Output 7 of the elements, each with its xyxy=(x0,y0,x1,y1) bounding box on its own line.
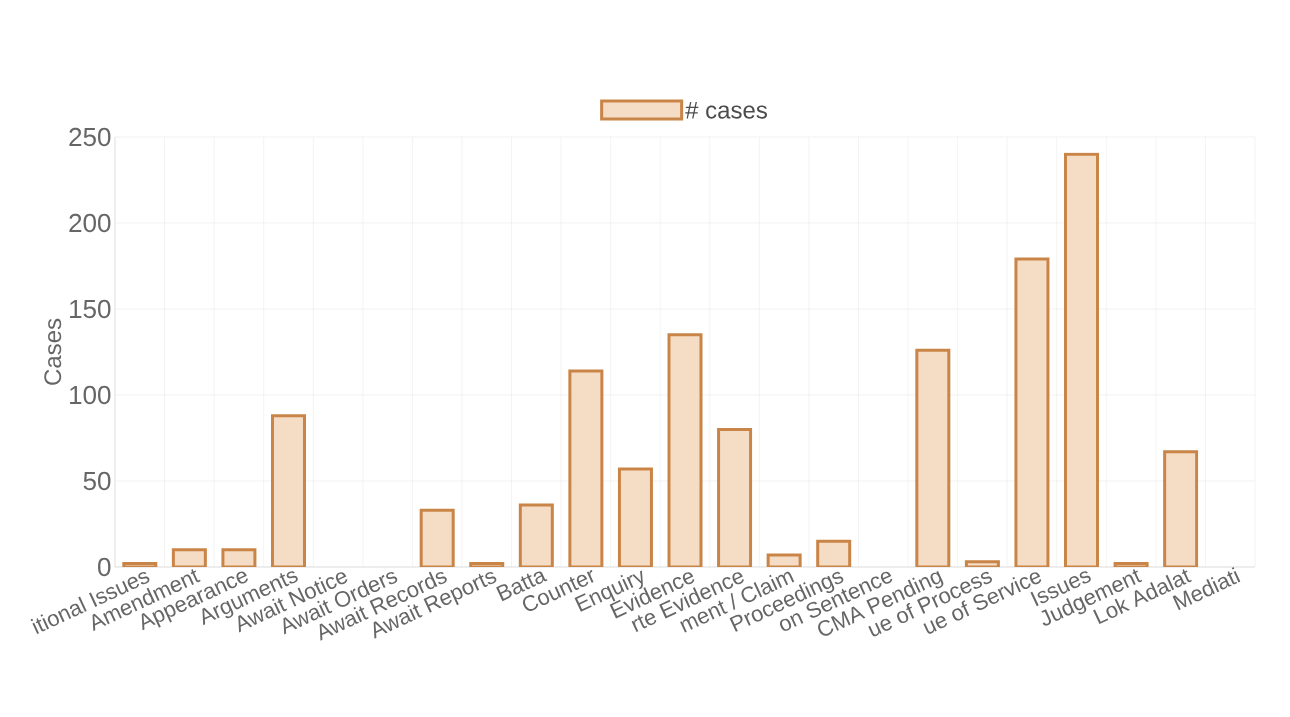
y-tick-label: 50 xyxy=(83,471,111,491)
y-tick-label: 100 xyxy=(70,385,111,405)
y-tick-label: 250 xyxy=(69,127,111,147)
y-tick-label: 200 xyxy=(69,213,111,233)
y-tick-label: 150 xyxy=(70,299,111,319)
legend-label: # cases xyxy=(685,101,767,119)
y-axis-title: Cases xyxy=(44,318,62,385)
